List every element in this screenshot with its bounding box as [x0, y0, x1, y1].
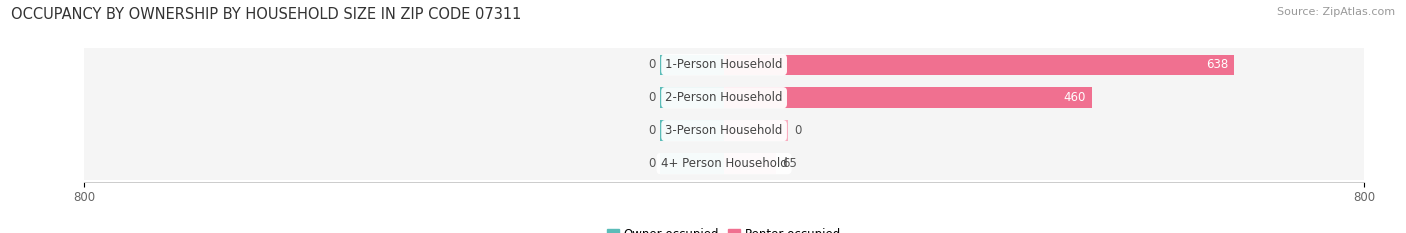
- Text: OCCUPANCY BY OWNERSHIP BY HOUSEHOLD SIZE IN ZIP CODE 07311: OCCUPANCY BY OWNERSHIP BY HOUSEHOLD SIZE…: [11, 7, 522, 22]
- Text: 460: 460: [1063, 91, 1085, 104]
- Text: 2-Person Household: 2-Person Household: [665, 91, 783, 104]
- Bar: [661, 153, 724, 174]
- Bar: [661, 87, 724, 108]
- Bar: [724, 87, 1092, 108]
- Text: 4+ Person Household: 4+ Person Household: [661, 157, 787, 170]
- Bar: [724, 120, 787, 141]
- Text: 0: 0: [648, 58, 655, 71]
- Text: 0: 0: [648, 157, 655, 170]
- Bar: [724, 153, 776, 174]
- Bar: [661, 120, 724, 141]
- Bar: [84, 114, 1364, 147]
- Legend: Owner-occupied, Renter-occupied: Owner-occupied, Renter-occupied: [602, 224, 846, 233]
- Text: 0: 0: [648, 91, 655, 104]
- Text: 65: 65: [783, 157, 797, 170]
- Text: 1-Person Household: 1-Person Household: [665, 58, 783, 71]
- Text: 0: 0: [648, 124, 655, 137]
- Text: Source: ZipAtlas.com: Source: ZipAtlas.com: [1277, 7, 1395, 17]
- Text: 3-Person Household: 3-Person Household: [665, 124, 783, 137]
- Bar: [661, 55, 724, 75]
- Text: 638: 638: [1205, 58, 1227, 71]
- Bar: [84, 81, 1364, 114]
- Text: 0: 0: [794, 124, 801, 137]
- Bar: [84, 48, 1364, 81]
- Bar: [724, 55, 1234, 75]
- Bar: [84, 147, 1364, 180]
